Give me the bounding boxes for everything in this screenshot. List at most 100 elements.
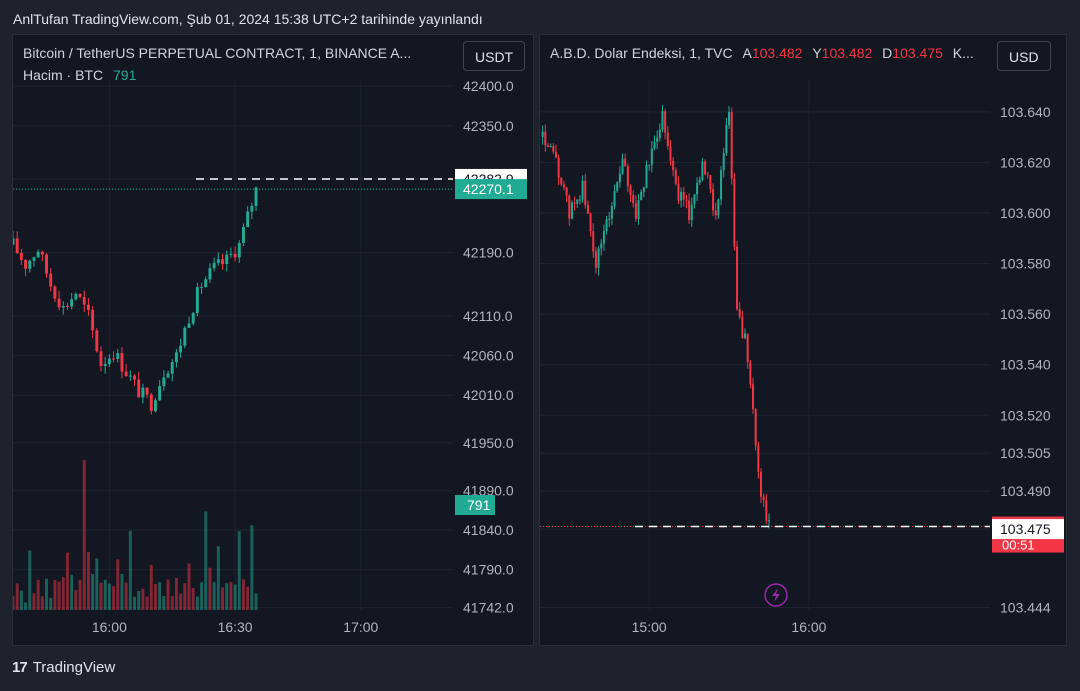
candle-body <box>99 351 103 367</box>
candle-body <box>586 205 589 214</box>
volume-bar <box>137 590 141 610</box>
candle-body <box>637 200 640 220</box>
candle-body <box>568 195 571 219</box>
candle-body <box>677 183 680 201</box>
volume-bar <box>233 584 237 610</box>
btc-chart-panel[interactable]: Bitcoin / TetherUS PERPETUAL CONTRACT, 1… <box>12 34 534 646</box>
candle-body <box>204 279 208 288</box>
candle-body <box>696 182 699 195</box>
candle-body <box>82 297 86 305</box>
candle-body <box>674 170 677 184</box>
volume-bar <box>237 531 241 610</box>
candle-body <box>746 333 749 363</box>
volume-bar <box>179 593 183 610</box>
price-tick-label: 103.475 <box>1000 521 1051 537</box>
candle-body <box>576 199 579 204</box>
volume-bar <box>183 583 187 610</box>
dxy-price-chart[interactable]: 103.640 103.620 103.600 103.580 103.560 103.5… <box>540 35 1066 645</box>
price-tick-label: 41742.0 <box>463 600 514 616</box>
btc-price-chart[interactable]: 42400.042350.042282.942270.142190.042110… <box>13 35 533 645</box>
volume-bar <box>28 550 32 610</box>
candle-body <box>183 327 187 346</box>
candle-body <box>174 352 178 363</box>
candle-body <box>720 170 723 200</box>
price-tick-label: 42190.0 <box>463 245 514 261</box>
candle-body <box>32 257 36 261</box>
candle-body <box>712 189 715 211</box>
candle-body <box>661 111 664 130</box>
volume-bar <box>70 574 74 610</box>
volume-bar <box>158 582 162 610</box>
candle-body <box>233 253 237 258</box>
btc-symbol-legend[interactable]: Bitcoin / TetherUS PERPETUAL CONTRACT, 1… <box>23 45 412 61</box>
dxy-symbol-legend[interactable]: A.B.D. Dolar Endeksi, 1, TVC A103.482 Y1… <box>550 45 974 61</box>
candle-body <box>145 387 149 395</box>
volume-bar <box>66 552 69 610</box>
price-tick-label: 103.540 <box>1000 357 1051 373</box>
volume-bar <box>13 595 15 610</box>
candle-body <box>653 141 656 149</box>
volume-bar <box>57 581 61 610</box>
price-tick-label: 42350.0 <box>463 118 514 134</box>
candle-body <box>573 202 576 204</box>
price-tick-label: 42010.0 <box>463 387 514 403</box>
time-tick-label: 16:00 <box>92 619 127 635</box>
candle-body <box>592 231 595 252</box>
candle-body <box>642 187 645 192</box>
candle-body <box>584 180 587 206</box>
candle-body <box>170 362 174 374</box>
dxy-ohlc-high: Y103.482 <box>812 45 873 61</box>
last-price-badge <box>455 179 527 200</box>
candle-body <box>53 286 57 299</box>
price-tick-label: 42400.0 <box>463 78 514 94</box>
price-tick-label: 103.505 <box>1000 445 1051 461</box>
volume-bar <box>107 583 111 610</box>
candle-body <box>221 259 224 264</box>
candle-body <box>767 520 770 522</box>
candle-body <box>162 377 166 387</box>
candle-body <box>36 251 40 258</box>
price-tick-label: 103.560 <box>1000 306 1051 322</box>
volume-bar <box>212 582 216 610</box>
dxy-chart-panel[interactable]: A.B.D. Dolar Endeksi, 1, TVC A103.482 Y1… <box>539 34 1067 646</box>
candle-body <box>581 180 584 200</box>
price-tick-label: 42110.0 <box>463 308 513 324</box>
candle-body <box>250 205 254 212</box>
tradingview-logo-icon: 17 <box>12 659 28 676</box>
candle-body <box>725 125 728 154</box>
candle-body <box>66 305 69 307</box>
volume-bar <box>246 586 250 610</box>
volume-bar <box>91 573 95 610</box>
dxy-ohlc-low: D103.475 <box>882 45 943 61</box>
candle-body <box>554 151 557 158</box>
candle-body <box>709 175 712 190</box>
candle-body <box>757 445 760 472</box>
candle-body <box>688 200 691 221</box>
volume-bar <box>166 579 170 610</box>
btc-currency-button[interactable]: USDT <box>463 41 526 71</box>
candle-body <box>714 210 717 216</box>
candle-body <box>562 184 565 188</box>
price-tick-label: 41950.0 <box>463 435 514 451</box>
volume-bar <box>200 582 204 610</box>
volume-bar <box>141 588 145 610</box>
candle-body <box>541 131 544 138</box>
volume-bar <box>149 565 153 610</box>
candle-body <box>95 330 99 352</box>
candle-body <box>744 333 747 338</box>
candle-body <box>706 174 709 176</box>
candle-body <box>634 203 637 220</box>
dxy-ohlc-open: A103.482 <box>742 45 803 61</box>
candle-body <box>682 192 685 200</box>
candle-body <box>154 400 157 412</box>
btc-volume-value: 791 <box>113 67 137 83</box>
volume-bar <box>191 587 195 610</box>
candle-body <box>565 187 568 196</box>
candle-body <box>664 111 667 133</box>
candle-body <box>736 246 739 310</box>
volume-bar <box>86 552 90 610</box>
volume-bar <box>82 460 86 610</box>
tradingview-logo[interactable]: 17 TradingView <box>12 659 115 676</box>
dxy-currency-button[interactable]: USD <box>997 41 1051 71</box>
volume-bar <box>36 579 40 610</box>
